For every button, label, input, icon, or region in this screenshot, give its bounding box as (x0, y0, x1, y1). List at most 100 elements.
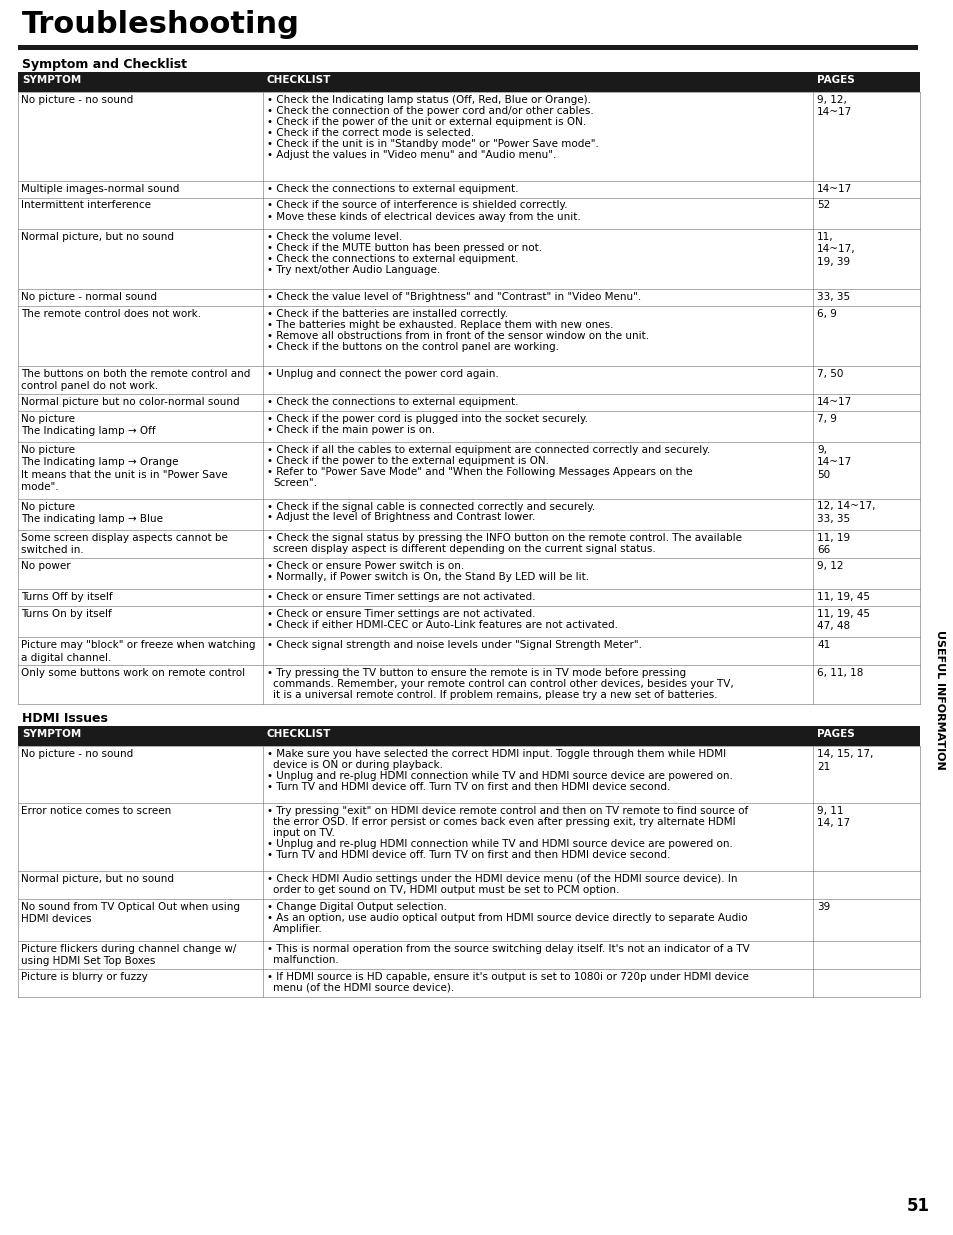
Text: • Move these kinds of electrical devices away from the unit.: • Move these kinds of electrical devices… (267, 211, 580, 221)
Text: • Check if the correct mode is selected.: • Check if the correct mode is selected. (267, 128, 474, 138)
Text: • Remove all obstructions from in front of the sensor window on the unit.: • Remove all obstructions from in front … (267, 331, 648, 341)
Bar (18, 91, 919, 180)
Text: Only some buttons work on remote control: Only some buttons work on remote control (21, 668, 245, 678)
Text: Normal picture, but no sound: Normal picture, but no sound (21, 232, 173, 242)
Bar (18, 410, 919, 442)
Bar (18, 228, 919, 289)
Text: No picture
The Indicating lamp → Off: No picture The Indicating lamp → Off (21, 414, 155, 436)
Text: • Check if the unit is in "Standby mode" or "Power Save mode".: • Check if the unit is in "Standby mode"… (267, 140, 598, 149)
Bar (18, 394, 919, 410)
Text: • As an option, use audio optical output from HDMI source device directly to sep: • As an option, use audio optical output… (267, 913, 747, 923)
Text: • Turn TV and HDMI device off. Turn TV on first and then HDMI device second.: • Turn TV and HDMI device off. Turn TV o… (267, 850, 670, 860)
Text: PAGES: PAGES (816, 730, 854, 740)
Text: • Check if the power of the unit or external equipment is ON.: • Check if the power of the unit or exte… (267, 117, 586, 127)
Text: • Make sure you have selected the correct HDMI input. Toggle through them while : • Make sure you have selected the correc… (267, 750, 725, 760)
Text: Picture flickers during channel change w/
using HDMI Set Top Boxes: Picture flickers during channel change w… (21, 944, 236, 966)
Text: • Unplug and re-plug HDMI connection while TV and HDMI source device are powered: • Unplug and re-plug HDMI connection whi… (267, 772, 732, 782)
Text: 7, 50: 7, 50 (816, 368, 842, 379)
Bar (18, 899, 919, 941)
Text: • Try pressing "exit" on HDMI device remote control and then on TV remote to fin: • Try pressing "exit" on HDMI device rem… (267, 806, 747, 816)
Text: device is ON or during playback.: device is ON or during playback. (273, 761, 442, 771)
Text: • Check the connection of the power cord and/or other cables.: • Check the connection of the power cord… (267, 106, 593, 116)
Text: • Check if the power to the external equipment is ON.: • Check if the power to the external equ… (267, 456, 548, 466)
Text: No power: No power (21, 561, 71, 571)
Text: commands. Remember, your remote control can control other devices, besides your : commands. Remember, your remote control … (273, 679, 733, 689)
Text: 9, 12,
14~17: 9, 12, 14~17 (816, 95, 851, 117)
Text: • Check if the main power is on.: • Check if the main power is on. (267, 425, 435, 435)
Text: No sound from TV Optical Out when using
HDMI devices: No sound from TV Optical Out when using … (21, 902, 240, 924)
Bar (18, 726, 919, 746)
Text: • Check the connections to external equipment.: • Check the connections to external equi… (267, 396, 518, 406)
Bar (18, 499, 919, 530)
Text: • Unplug and connect the power cord again.: • Unplug and connect the power cord agai… (267, 368, 498, 379)
Text: • Adjust the level of Brightness and Contrast lower.: • Adjust the level of Brightness and Con… (267, 513, 535, 522)
Text: The buttons on both the remote control and
control panel do not work.: The buttons on both the remote control a… (21, 368, 250, 391)
Text: • Turn TV and HDMI device off. Turn TV on first and then HDMI device second.: • Turn TV and HDMI device off. Turn TV o… (267, 783, 670, 793)
Text: 12, 14~17,
33, 35: 12, 14~17, 33, 35 (816, 501, 875, 524)
Text: Screen".: Screen". (273, 478, 316, 488)
Text: SYMPTOM: SYMPTOM (22, 730, 81, 740)
Text: menu (of the HDMI source device).: menu (of the HDMI source device). (273, 983, 454, 993)
Text: 6, 9: 6, 9 (816, 309, 836, 319)
Text: 51: 51 (906, 1197, 929, 1215)
Text: • Check signal strength and noise levels under "Signal Strength Meter".: • Check signal strength and noise levels… (267, 641, 641, 651)
Text: • Try next/other Audio Language.: • Try next/other Audio Language. (267, 264, 439, 275)
Text: The remote control does not work.: The remote control does not work. (21, 309, 201, 319)
Text: • Check the Indicating lamp status (Off, Red, Blue or Orange).: • Check the Indicating lamp status (Off,… (267, 95, 590, 105)
Bar (18, 442, 919, 499)
Text: • Check if the MUTE button has been pressed or not.: • Check if the MUTE button has been pres… (267, 243, 541, 253)
Text: • Check the connections to external equipment.: • Check the connections to external equi… (267, 184, 518, 194)
Text: 14, 15, 17,
21: 14, 15, 17, 21 (816, 750, 872, 772)
Text: • Check the volume level.: • Check the volume level. (267, 232, 402, 242)
Text: • Change Digital Output selection.: • Change Digital Output selection. (267, 902, 447, 911)
Bar (18, 871, 919, 899)
Text: 9, 11
14, 17: 9, 11 14, 17 (816, 806, 849, 829)
Text: CHECKLIST: CHECKLIST (267, 75, 331, 85)
Text: • Check if either HDMI-CEC or Auto-Link features are not activated.: • Check if either HDMI-CEC or Auto-Link … (267, 620, 618, 630)
Text: order to get sound on TV, HDMI output must be set to PCM option.: order to get sound on TV, HDMI output mu… (273, 884, 618, 894)
Text: • This is normal operation from the source switching delay itself. It's not an i: • This is normal operation from the sour… (267, 944, 749, 953)
Text: Turns On by itself: Turns On by itself (21, 609, 112, 619)
Bar (18, 44, 917, 49)
Text: 41: 41 (816, 641, 829, 651)
Text: • If HDMI source is HD capable, ensure it's output is set to 1080i or 720p under: • If HDMI source is HD capable, ensure i… (267, 972, 748, 982)
Bar (18, 606, 919, 637)
Bar (18, 72, 919, 91)
Bar (18, 746, 919, 803)
Text: No picture - no sound: No picture - no sound (21, 750, 133, 760)
Text: it is a universal remote control. If problem remains, please try a new set of ba: it is a universal remote control. If pro… (273, 690, 717, 700)
Text: • Check if the batteries are installed correctly.: • Check if the batteries are installed c… (267, 309, 507, 319)
Text: 33, 35: 33, 35 (816, 291, 849, 301)
Bar (18, 941, 919, 969)
Text: 9, 12: 9, 12 (816, 561, 842, 571)
Text: Amplifier.: Amplifier. (273, 924, 322, 934)
Bar (18, 306, 919, 366)
Text: Multiple images-normal sound: Multiple images-normal sound (21, 184, 179, 194)
Text: 11, 19, 45
47, 48: 11, 19, 45 47, 48 (816, 609, 869, 631)
Text: • The batteries might be exhausted. Replace them with new ones.: • The batteries might be exhausted. Repl… (267, 320, 613, 330)
Text: 52: 52 (816, 200, 829, 210)
Text: HDMI Issues: HDMI Issues (22, 713, 108, 725)
Bar (18, 969, 919, 997)
Bar (18, 180, 919, 198)
Bar (18, 637, 919, 666)
Text: screen display aspect is different depending on the current signal status.: screen display aspect is different depen… (273, 543, 655, 553)
Text: • Check or ensure Timer settings are not activated.: • Check or ensure Timer settings are not… (267, 592, 535, 603)
Text: • Try pressing the TV button to ensure the remote is in TV mode before pressing: • Try pressing the TV button to ensure t… (267, 668, 685, 678)
Text: • Check HDMI Audio settings under the HDMI device menu (of the HDMI source devic: • Check HDMI Audio settings under the HD… (267, 873, 737, 883)
Text: • Unplug and re-plug HDMI connection while TV and HDMI source device are powered: • Unplug and re-plug HDMI connection whi… (267, 839, 732, 848)
Text: • Check if the source of interference is shielded correctly.: • Check if the source of interference is… (267, 200, 567, 210)
Text: • Check or ensure Timer settings are not activated.: • Check or ensure Timer settings are not… (267, 609, 535, 619)
Text: Troubleshooting: Troubleshooting (22, 10, 299, 40)
Text: input on TV.: input on TV. (273, 827, 335, 839)
Text: • Adjust the values in "Video menu" and "Audio menu".: • Adjust the values in "Video menu" and … (267, 149, 556, 161)
Text: • Check if all the cables to external equipment are connected correctly and secu: • Check if all the cables to external eq… (267, 445, 709, 454)
Text: Symptom and Checklist: Symptom and Checklist (22, 58, 187, 70)
Text: • Check if the buttons on the control panel are working.: • Check if the buttons on the control pa… (267, 342, 558, 352)
Text: Picture may "block" or freeze when watching
a digital channel.: Picture may "block" or freeze when watch… (21, 641, 255, 663)
Text: 14~17: 14~17 (816, 184, 851, 194)
Text: • Check the signal status by pressing the INFO button on the remote control. The: • Check the signal status by pressing th… (267, 532, 741, 543)
Bar (18, 666, 919, 704)
Text: 6, 11, 18: 6, 11, 18 (816, 668, 862, 678)
Text: SYMPTOM: SYMPTOM (22, 75, 81, 85)
